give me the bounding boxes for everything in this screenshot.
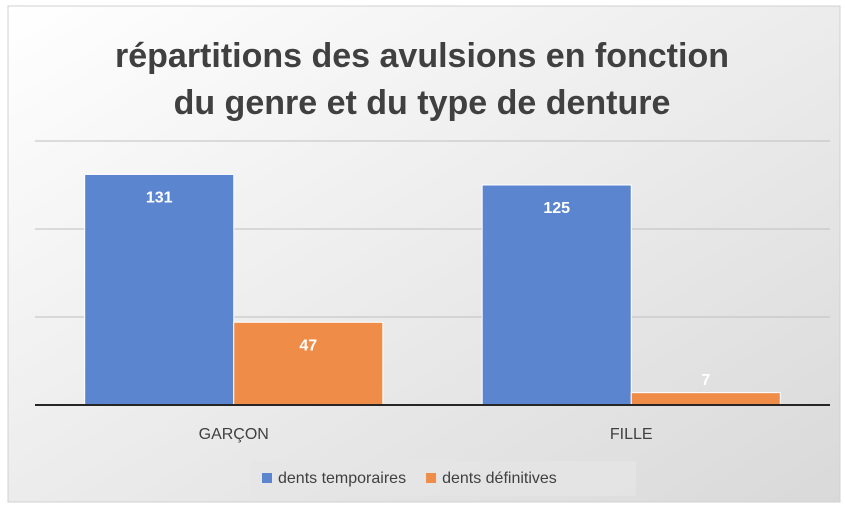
legend-swatch xyxy=(426,473,437,483)
data-label: 7 xyxy=(701,372,710,389)
x-tick-label: GARÇON xyxy=(199,426,269,443)
data-label: 125 xyxy=(543,200,570,217)
x-tick-label: FILLE xyxy=(610,426,653,443)
legend-box xyxy=(250,461,636,496)
bar xyxy=(481,184,632,406)
bar xyxy=(84,173,235,406)
bar xyxy=(630,392,781,406)
data-label: 131 xyxy=(146,190,173,207)
data-label: 47 xyxy=(299,337,317,354)
chart-title: du genre et du type de denture xyxy=(174,84,671,122)
legend-label: dents temporaires xyxy=(278,470,406,487)
chart-title: répartitions des avulsions en fonction xyxy=(115,37,729,75)
legend-label: dents définitives xyxy=(442,470,557,487)
legend-swatch xyxy=(262,473,272,483)
bar xyxy=(233,321,384,406)
